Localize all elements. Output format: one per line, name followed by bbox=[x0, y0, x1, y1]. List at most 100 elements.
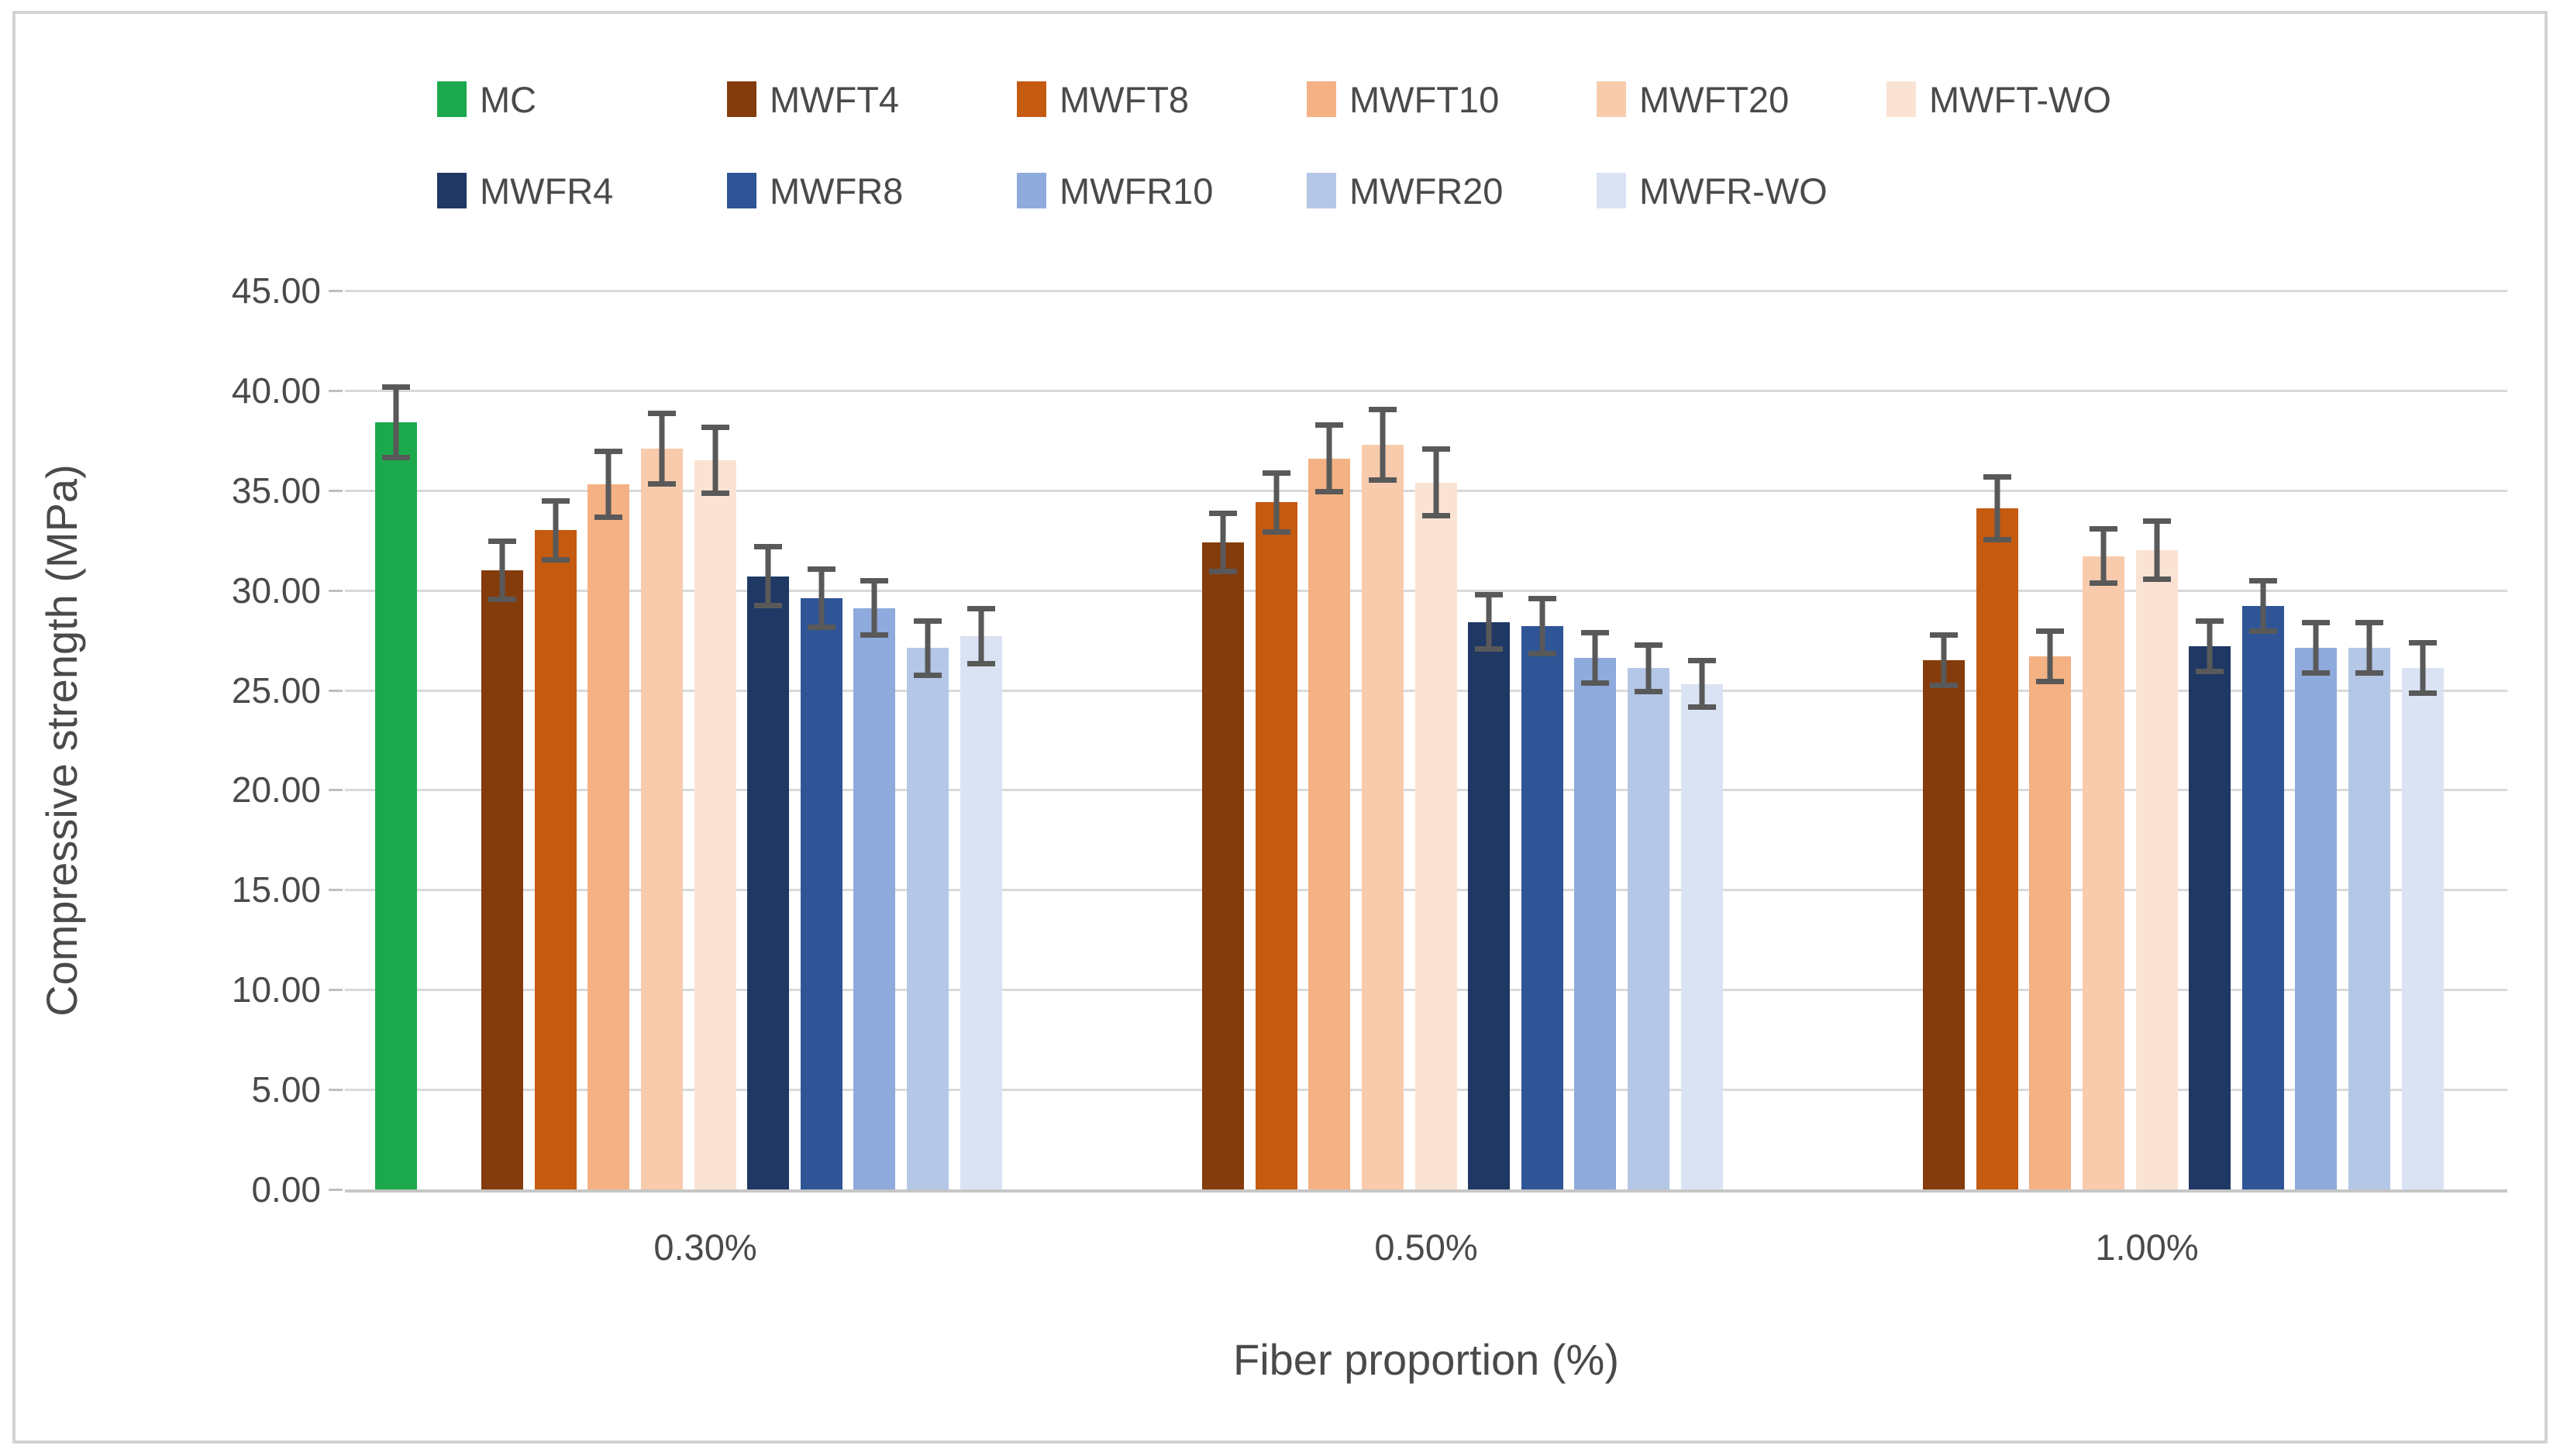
error-bar-mwfr8-cat2 bbox=[1528, 596, 1556, 656]
bar-mwfr10-cat1 bbox=[853, 608, 896, 1189]
bar-mwft8-cat2 bbox=[1255, 502, 1297, 1189]
error-bar-part bbox=[925, 618, 931, 679]
error-bar-mwfr20-cat2 bbox=[1635, 642, 1662, 694]
error-bar-part bbox=[1220, 510, 1226, 575]
legend-swatch-mwfr8 bbox=[727, 173, 756, 208]
error-bar-part bbox=[2248, 628, 2277, 635]
legend-item-mc: MC bbox=[437, 74, 727, 124]
bar-mwfr8-cat3 bbox=[2241, 606, 2284, 1189]
legend-swatch-mwfr10 bbox=[1017, 173, 1046, 208]
error-bar-part bbox=[1209, 569, 1238, 575]
error-bar-part bbox=[860, 632, 889, 639]
error-bar-part bbox=[2047, 628, 2053, 684]
bar-mwfr4-cat1 bbox=[747, 576, 790, 1189]
bar-mwft20-cat1 bbox=[641, 448, 683, 1189]
error-bar-mwft8-cat1 bbox=[541, 498, 570, 563]
y-tick-label-5: 5.00 bbox=[251, 1069, 321, 1110]
error-bar-part bbox=[1369, 406, 1397, 412]
error-bar-mwfr10-cat3 bbox=[2302, 620, 2331, 676]
error-bar-part bbox=[2260, 578, 2266, 635]
bar-mwft10-cat1 bbox=[587, 484, 630, 1189]
legend-item-mwft4: MWFT4 bbox=[727, 74, 1017, 124]
error-bar-part bbox=[754, 544, 783, 550]
error-bar-part bbox=[1983, 536, 2011, 542]
legend-label-mwft-wo: MWFT-WO bbox=[1929, 78, 2111, 120]
legend-item-mwfr8: MWFR8 bbox=[727, 166, 1017, 215]
bar-mwfr-wo-cat3 bbox=[2401, 668, 2444, 1189]
y-tick-10 bbox=[329, 989, 343, 991]
bar-mwft-wo-cat1 bbox=[694, 460, 736, 1189]
error-bar-part bbox=[1687, 658, 1716, 664]
error-bar-mwfr20-cat1 bbox=[914, 618, 942, 679]
error-bar-mwft10-cat3 bbox=[2036, 628, 2065, 684]
error-bar-mwft20-cat1 bbox=[648, 410, 676, 487]
error-bar-mwfr8-cat1 bbox=[807, 566, 836, 631]
error-bar-mwfr-wo-cat1 bbox=[966, 606, 995, 666]
error-bar-part bbox=[1369, 477, 1397, 483]
bar-mwfr20-cat2 bbox=[1628, 668, 1669, 1189]
bar-mwfr4-cat2 bbox=[1468, 621, 1511, 1189]
x-axis-line bbox=[345, 1189, 2507, 1193]
error-bar-part bbox=[2248, 578, 2277, 584]
error-bar-part bbox=[1930, 632, 1959, 638]
error-bar-part bbox=[393, 384, 399, 461]
error-bar-part bbox=[648, 480, 676, 487]
error-bar-part bbox=[1528, 596, 1556, 602]
error-bar-part bbox=[2420, 640, 2426, 697]
error-bar-mwfr4-cat1 bbox=[754, 544, 783, 608]
legend-swatch-mwft10 bbox=[1307, 81, 1336, 117]
bar-mwft10-cat2 bbox=[1308, 458, 1351, 1189]
y-tick-5 bbox=[329, 1089, 343, 1091]
legend-label-mwfr4: MWFR4 bbox=[480, 170, 614, 212]
error-bar-part bbox=[488, 538, 517, 544]
error-bar-part bbox=[966, 660, 995, 666]
bar-mwft20-cat3 bbox=[2083, 556, 2124, 1189]
error-bar-mc-cat1 bbox=[382, 384, 410, 461]
error-bar-part bbox=[2196, 668, 2224, 674]
error-bar-part bbox=[966, 606, 995, 612]
y-tick-label-45: 45.00 bbox=[231, 270, 321, 311]
error-bar-mwft4-cat1 bbox=[488, 538, 517, 603]
error-bar-part bbox=[2142, 518, 2171, 524]
error-bar-mwft20-cat2 bbox=[1369, 406, 1397, 483]
bar-mwfr10-cat3 bbox=[2295, 648, 2338, 1189]
error-bar-part bbox=[712, 424, 718, 497]
error-bar-part bbox=[2036, 628, 2065, 634]
y-tick-label-10: 10.00 bbox=[231, 969, 321, 1010]
error-bar-part bbox=[1635, 642, 1662, 648]
error-bar-part bbox=[1475, 592, 1504, 598]
error-bar-part bbox=[1486, 592, 1492, 652]
legend-label-mwft4: MWFT4 bbox=[770, 78, 900, 120]
y-tick-20 bbox=[329, 789, 343, 791]
error-bar-part bbox=[1315, 488, 1344, 494]
error-bar-part bbox=[807, 625, 836, 631]
error-bar-part bbox=[2142, 577, 2171, 583]
bar-mwft-wo-cat2 bbox=[1414, 482, 1457, 1189]
bar-mwft10-cat3 bbox=[2029, 656, 2072, 1189]
legend-item-mwfr-wo: MWFR-WO bbox=[1597, 166, 1886, 215]
error-bar-part bbox=[499, 538, 505, 603]
legend-item-mwft20: MWFT20 bbox=[1597, 74, 1886, 124]
error-bar-part bbox=[1262, 470, 1290, 476]
legend-label-mwft10: MWFT10 bbox=[1349, 78, 1500, 120]
error-bar-part bbox=[1326, 422, 1332, 494]
legend-item-mwft10: MWFT10 bbox=[1307, 74, 1597, 124]
error-bar-part bbox=[2408, 640, 2437, 646]
error-bar-part bbox=[1645, 642, 1652, 694]
y-tick-label-30: 30.00 bbox=[231, 570, 321, 611]
error-bar-mwft10-cat2 bbox=[1315, 422, 1344, 494]
error-bar-part bbox=[1592, 630, 1598, 687]
bar-mwfr4-cat3 bbox=[2189, 645, 2231, 1189]
error-bar-part bbox=[1421, 446, 1450, 453]
error-bar-part bbox=[1273, 470, 1280, 535]
y-tick-40 bbox=[329, 390, 343, 392]
error-bar-part bbox=[605, 448, 612, 521]
error-bar-mwft4-cat3 bbox=[1930, 632, 1959, 688]
error-bar-part bbox=[382, 455, 410, 461]
y-tick-label-15: 15.00 bbox=[231, 869, 321, 910]
y-tick-45 bbox=[329, 290, 343, 292]
bar-mwfr-wo-cat1 bbox=[960, 636, 1002, 1189]
legend-swatch-mwft-wo bbox=[1886, 81, 1916, 117]
gridline-45 bbox=[345, 290, 2507, 292]
